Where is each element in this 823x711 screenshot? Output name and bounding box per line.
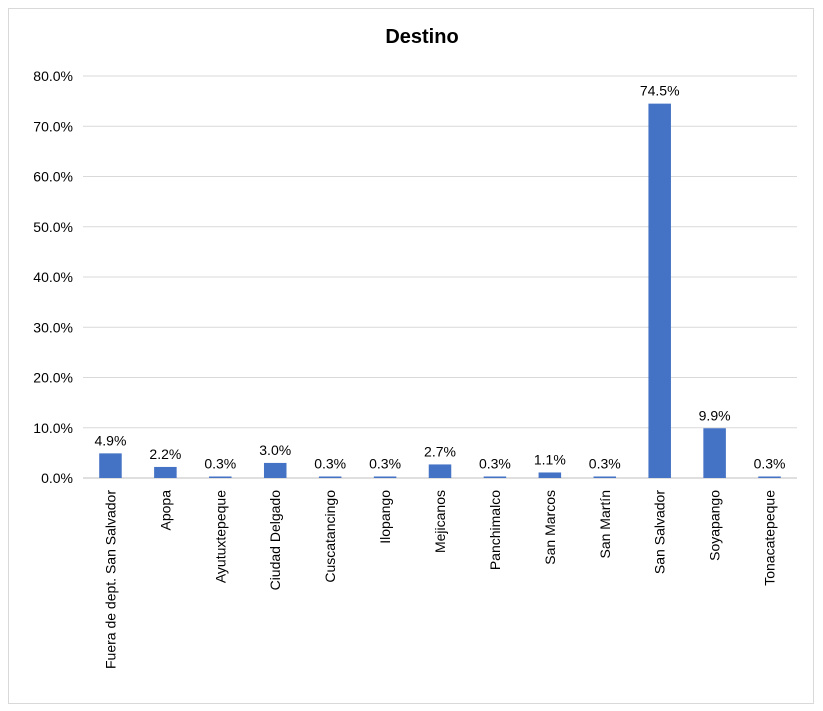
- data-label: 1.1%: [534, 451, 566, 467]
- data-label: 2.2%: [149, 446, 181, 462]
- x-axis-ticks: Fuera de dept. San Salvador Apopa Ayutuxte…: [102, 490, 777, 669]
- x-tick-label: Mejicanos: [432, 490, 448, 553]
- x-tick-label: San Salvador: [652, 490, 668, 574]
- y-tick-label: 30.0%: [33, 319, 73, 335]
- bar: [154, 466, 177, 478]
- data-label: 9.9%: [699, 407, 731, 423]
- x-tick-label: Ilopango: [377, 490, 393, 544]
- y-tick-label: 80.0%: [33, 68, 73, 84]
- x-tick-label: Cuscatancingo: [322, 490, 338, 583]
- x-tick-label: Ayutuxtepeque: [212, 490, 228, 583]
- x-tick-label: Apopa: [157, 490, 173, 531]
- bar: [209, 476, 232, 478]
- data-label: 0.3%: [204, 455, 236, 471]
- bar: [263, 462, 287, 478]
- data-label: 3.0%: [259, 442, 291, 458]
- x-tick-label: Soyapango: [707, 490, 723, 561]
- y-tick-label: 40.0%: [33, 269, 73, 285]
- data-label: 0.3%: [314, 455, 346, 471]
- y-tick-label: 20.0%: [33, 370, 73, 386]
- y-tick-label: 70.0%: [33, 118, 73, 134]
- bar: [758, 476, 781, 478]
- x-tick-label: Tonacatepeque: [762, 490, 778, 586]
- bar: [428, 464, 452, 478]
- bar: [99, 453, 122, 478]
- bar: [703, 428, 726, 478]
- x-tick-label: San Martín: [597, 490, 613, 558]
- y-tick-label: 0.0%: [41, 470, 73, 486]
- gridlines: [83, 75, 797, 479]
- data-label: 0.3%: [754, 455, 786, 471]
- chart-frame: [8, 8, 814, 704]
- data-label: 2.7%: [424, 443, 456, 459]
- y-tick-label: 10.0%: [33, 420, 73, 436]
- data-label: 0.3%: [589, 455, 621, 471]
- data-label: 0.3%: [479, 455, 511, 471]
- bars: [99, 103, 781, 478]
- bar: [538, 472, 562, 478]
- data-label: 0.3%: [369, 455, 401, 471]
- data-labels: 4.9% 2.2% 0.3% 3.0% 0.3% 0.3% 2.7% 0.3% 1.1% 0.3%…: [95, 83, 786, 472]
- data-label: 74.5%: [640, 83, 680, 99]
- bar: [373, 476, 397, 478]
- x-tick-label: Fuera de dept. San Salvador: [102, 490, 118, 669]
- x-tick-label: Panchimalco: [487, 490, 503, 570]
- x-tick-label: San Marcos: [542, 490, 558, 565]
- bar: [648, 103, 671, 478]
- y-axis-ticks: 0.0% 10.0% 20.0% 30.0% 40.0% 50.0% 60.0% 70.0% 8…: [33, 68, 73, 486]
- x-tick-label: Ciudad Delgado: [267, 490, 283, 591]
- bar: [593, 476, 617, 478]
- y-tick-label: 50.0%: [33, 219, 73, 235]
- bar: [318, 476, 342, 478]
- chart-title: Destino: [385, 26, 458, 48]
- y-tick-label: 60.0%: [33, 169, 73, 185]
- bar: [483, 476, 507, 478]
- data-label: 4.9%: [95, 432, 127, 448]
